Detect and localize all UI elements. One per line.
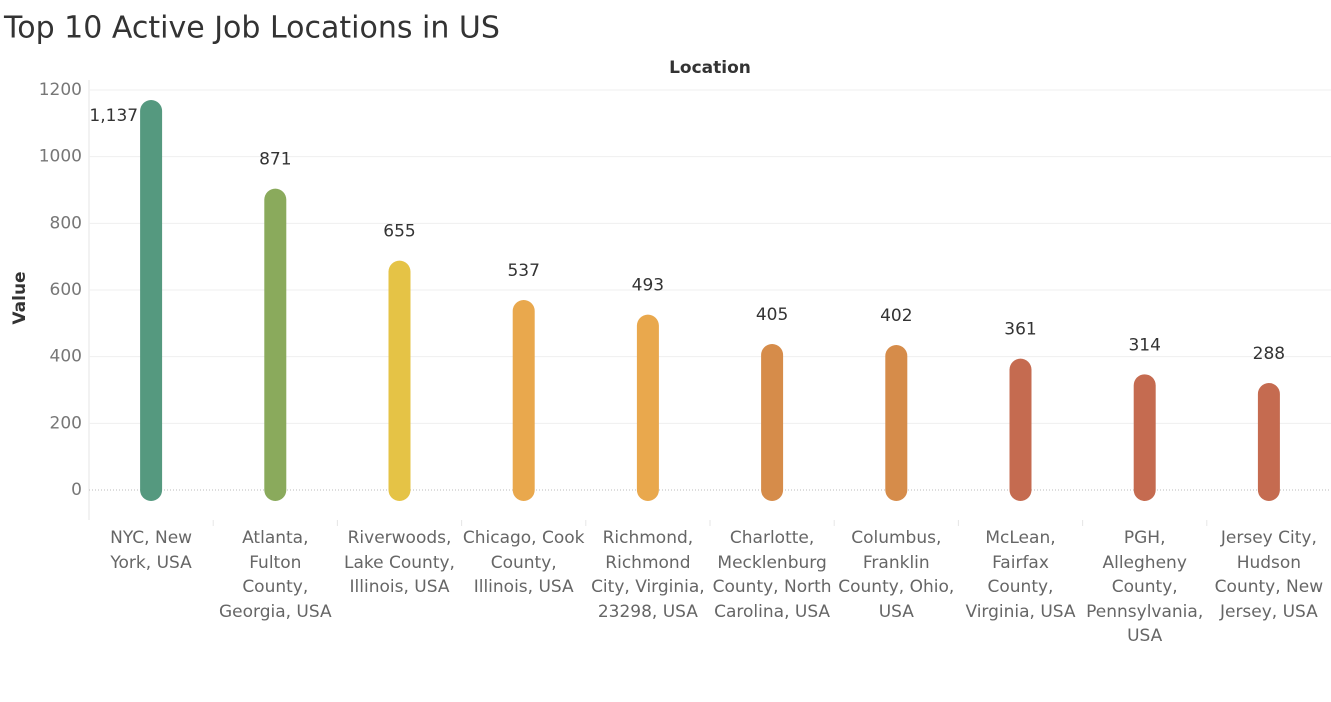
x-tick-label: McLean, Fairfax County, Virginia, USA [965, 528, 1076, 622]
x-header: Location [669, 58, 751, 78]
value-label: 871 [259, 150, 291, 170]
value-label: 405 [756, 305, 788, 325]
x-tick-label: PGH, Allegheny County, Pennsylvania, USA [1086, 528, 1204, 646]
y-tick-label: 600 [50, 280, 82, 300]
y-tick-label: 1200 [39, 80, 82, 100]
chart-title: Top 10 Active Job Locations in US [3, 11, 500, 46]
value-label: 402 [880, 306, 912, 326]
y-tick-label: 800 [50, 213, 82, 233]
value-label: 314 [1128, 335, 1160, 355]
y-tick-label: 400 [50, 347, 82, 367]
y-tick-label: 1000 [39, 147, 82, 167]
x-tick-label: Riverwoods, Lake County, Illinois, USA [344, 528, 455, 597]
value-label: 493 [632, 276, 664, 296]
value-label: 361 [1004, 320, 1036, 340]
value-label: 655 [383, 222, 415, 242]
x-tick-label: Jersey City, Hudson County, New Jersey, … [1214, 528, 1324, 622]
x-tick-label: Charlotte, Mecklenburg County, North Car… [712, 528, 832, 622]
x-tick-label: Richmond, Richmond City, Virginia, 23298… [591, 528, 705, 622]
y-tick-label: 200 [50, 413, 82, 433]
y-tick-label: 0 [71, 480, 82, 500]
value-label: 537 [507, 261, 539, 281]
x-tick-label: Atlanta, Fulton County, Georgia, USA [218, 528, 332, 622]
y-axis-label: Value [10, 271, 30, 324]
value-label: 288 [1253, 344, 1285, 364]
x-tick-label: NYC, New York, USA [110, 528, 193, 573]
value-label: 1,137 [89, 106, 138, 126]
x-tick-label: Chicago, Cook County, Illinois, USA [462, 528, 585, 597]
x-tick-label: Columbus, Franklin County, Ohio, USA [838, 528, 955, 622]
